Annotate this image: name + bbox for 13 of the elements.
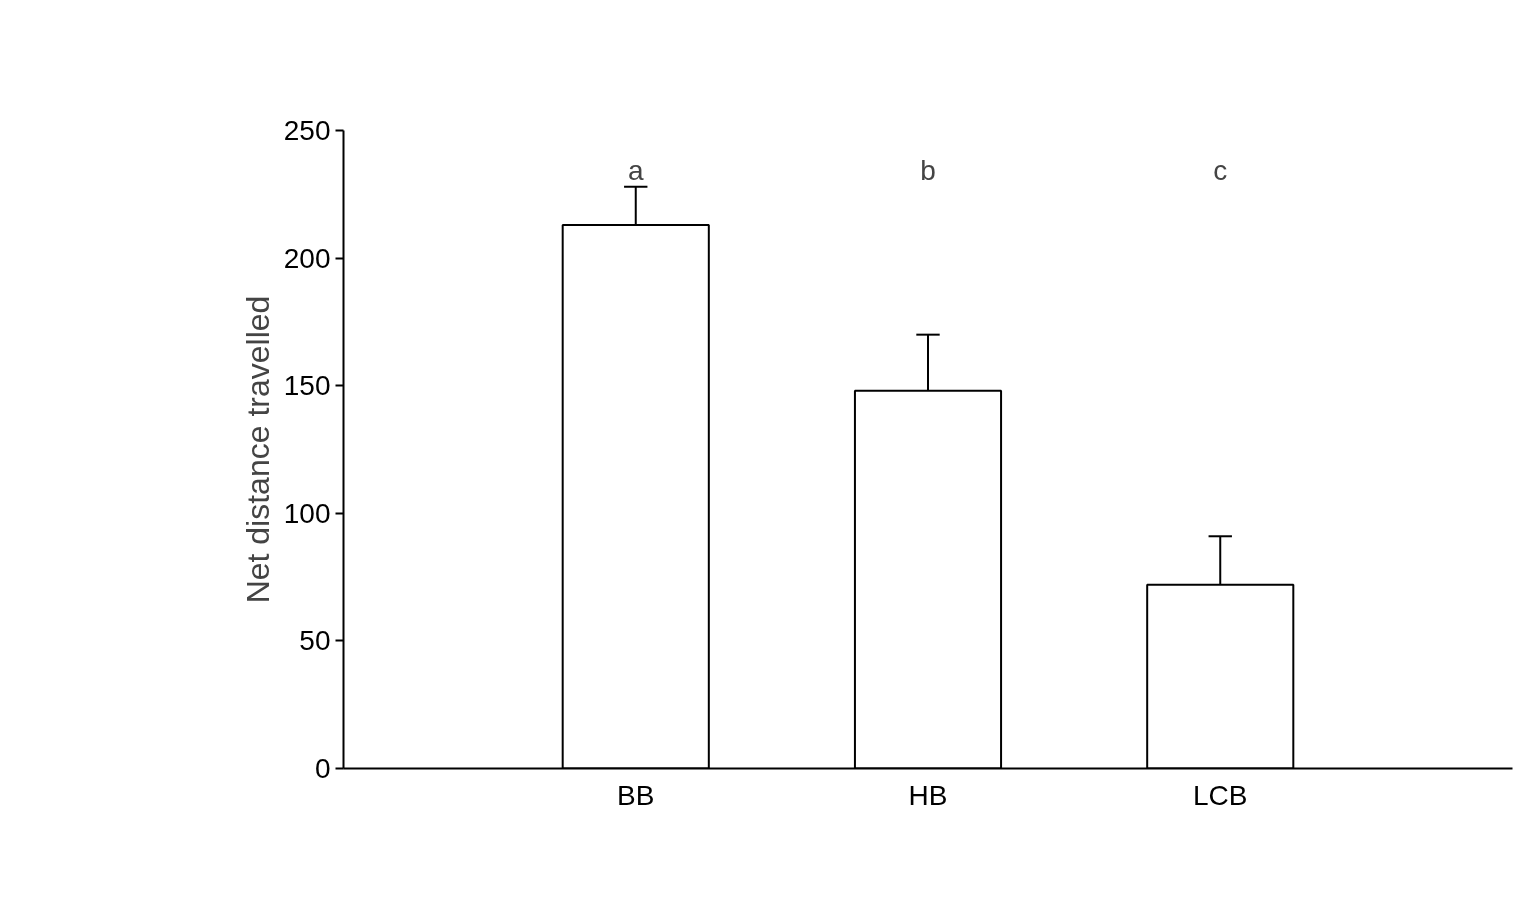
annotation: c (1213, 155, 1228, 186)
x-tick-label: HB (908, 779, 948, 811)
y-tick-label: 150 (283, 370, 331, 402)
y-tick-label: 200 (283, 242, 331, 274)
y-tick-label: 250 (283, 115, 331, 146)
x-tick-label: LCB (1193, 779, 1248, 811)
y-tick-label: 100 (283, 497, 331, 529)
y-tick-label: 0 (314, 753, 331, 784)
annotation: a (627, 155, 644, 186)
x-tick-label: BB (617, 779, 655, 811)
y-axis-title: Net distance travelled (239, 295, 276, 604)
y-tick-label: 50 (299, 625, 331, 657)
annotation: b (920, 155, 936, 186)
